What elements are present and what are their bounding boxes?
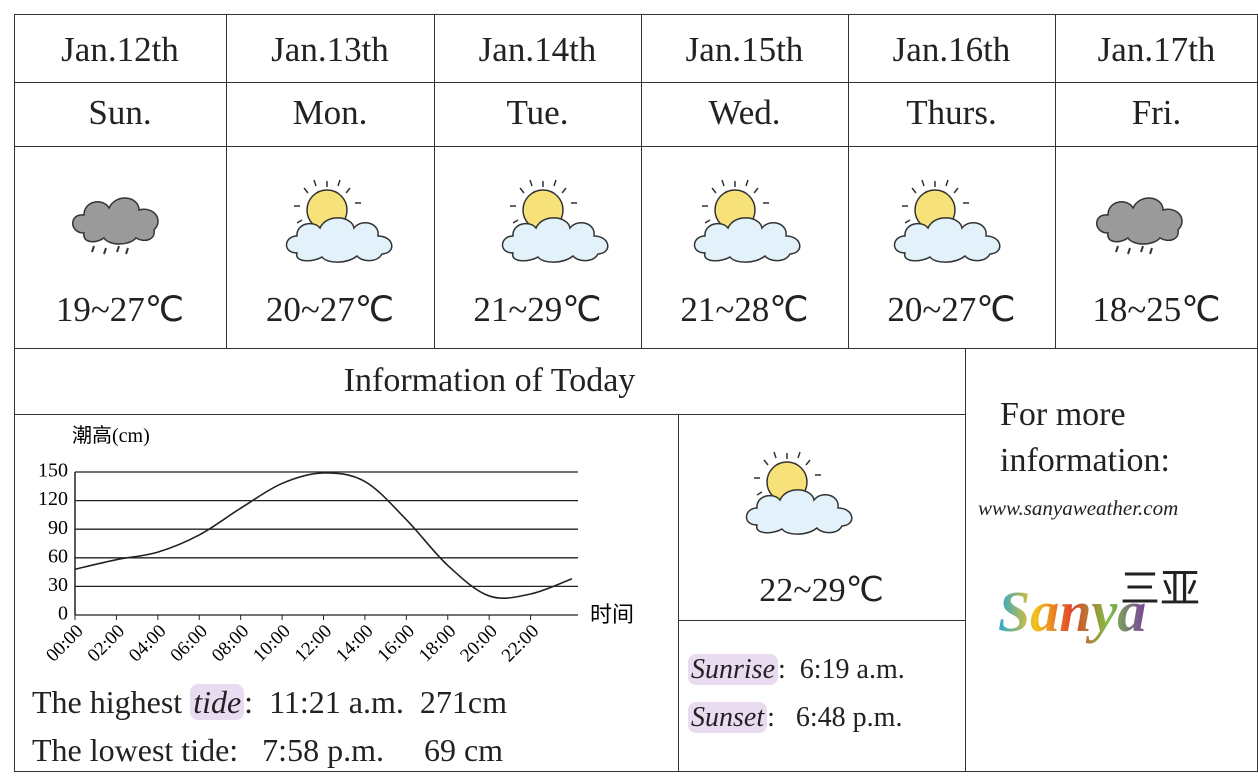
today-temperature: 22~29℃ xyxy=(759,572,884,609)
url[interactable]: www.sanyaweather.com xyxy=(978,496,1179,520)
row-line xyxy=(14,348,1258,349)
x-tick-label: 10:00 xyxy=(249,621,294,666)
col-line xyxy=(1055,14,1056,348)
rain-icon xyxy=(1088,188,1198,258)
section-title: Information of Today xyxy=(343,362,636,399)
time: 11:21 a.m. xyxy=(269,684,404,720)
separator: : xyxy=(778,654,786,685)
temperature: 21~29℃ xyxy=(473,290,602,329)
x-tick-label: 00:00 xyxy=(42,621,87,666)
row-line xyxy=(14,82,1258,147)
separator: : xyxy=(767,702,775,733)
date: Jan.16th xyxy=(892,30,1011,69)
x-axis-label: 时间 xyxy=(590,602,634,627)
sun-cloud-icon xyxy=(282,178,402,268)
date: Jan.12th xyxy=(61,30,179,69)
weekday: Thurs. xyxy=(906,93,997,132)
sun-cloud-icon xyxy=(498,178,618,268)
col-line xyxy=(678,414,679,772)
x-tick-label: 02:00 xyxy=(84,621,129,666)
time: 7:58 p.m. xyxy=(262,732,384,768)
y-tick-label: 150 xyxy=(38,460,68,482)
emphasis: tide xyxy=(190,684,245,720)
y-tick-label: 90 xyxy=(48,517,68,539)
x-tick-label: 06:00 xyxy=(166,621,211,666)
x-tick-label: 16:00 xyxy=(373,621,418,666)
temperature: 20~27℃ xyxy=(887,290,1016,329)
weekday: Mon. xyxy=(292,93,368,132)
date: Jan.15th xyxy=(685,30,804,69)
sun-cloud-icon xyxy=(690,178,810,268)
y-tick-label: 0 xyxy=(58,603,68,625)
col-line xyxy=(226,14,227,348)
sunrise: Sunrise: 6:19 a.m. xyxy=(688,654,905,686)
info-text: information: xyxy=(1000,442,1170,479)
date: Jan.14th xyxy=(478,30,597,69)
weekday: Fri. xyxy=(1131,93,1182,132)
y-tick-label: 120 xyxy=(38,488,68,510)
temperature: 21~28℃ xyxy=(680,290,809,329)
weekday: Wed. xyxy=(708,93,781,132)
info-text: For more xyxy=(1000,396,1126,433)
x-tick-label: 22:00 xyxy=(498,621,543,666)
sun-cloud-icon xyxy=(742,450,862,540)
height: 271cm xyxy=(419,684,507,720)
temperature: 19~27℃ xyxy=(55,290,185,329)
separator: : xyxy=(244,684,254,720)
date: Jan.17th xyxy=(1097,30,1216,69)
tide-chart: 潮高(cm) 时间 0 30 60 90 120 150 00:0002:0004:0006… xyxy=(38,424,634,666)
x-tick-label: 18:00 xyxy=(415,621,460,666)
logo-chinese: 三亚 xyxy=(1120,566,1200,612)
row-line xyxy=(14,414,965,415)
y-tick-label: 60 xyxy=(48,545,68,567)
temperature: 20~27℃ xyxy=(265,290,395,329)
rain-icon xyxy=(64,188,174,258)
height: 69 cm xyxy=(423,732,504,768)
y-axis-label: 潮高(cm) xyxy=(72,424,150,447)
time: 6:48 p.m. xyxy=(795,702,903,733)
date: Jan.13th xyxy=(271,30,389,69)
col-line xyxy=(848,14,849,348)
x-tick-label: 08:00 xyxy=(208,621,253,666)
x-tick-label: 04:00 xyxy=(125,621,170,666)
col-line xyxy=(641,14,642,348)
tide-line xyxy=(74,472,573,599)
y-tick-label: 30 xyxy=(48,574,68,596)
label: Sunset xyxy=(688,702,768,733)
sun-cloud-icon xyxy=(890,178,1010,268)
weekday: Sun. xyxy=(88,93,152,132)
highest-tide: The highest tide: 11:21 a.m. 271cm xyxy=(32,684,507,721)
time: 6:19 a.m. xyxy=(799,654,905,685)
row-line xyxy=(678,620,965,621)
label: The lowest tide: xyxy=(32,732,239,768)
label: Sunrise xyxy=(688,654,778,685)
x-tick-label: 14:00 xyxy=(332,621,377,666)
col-line xyxy=(965,348,966,772)
sunset: Sunset: 6:48 p.m. xyxy=(688,702,902,734)
label: The highest xyxy=(32,684,183,720)
lowest-tide: The lowest tide: 7:58 p.m. 69 cm xyxy=(32,732,503,769)
temperature: 18~25℃ xyxy=(1092,290,1221,329)
col-line xyxy=(434,14,435,348)
weekday: Tue. xyxy=(506,93,569,132)
x-tick-label: 12:00 xyxy=(291,621,336,666)
x-tick-label: 20:00 xyxy=(456,621,501,666)
logo: Sanya xyxy=(998,579,1147,644)
